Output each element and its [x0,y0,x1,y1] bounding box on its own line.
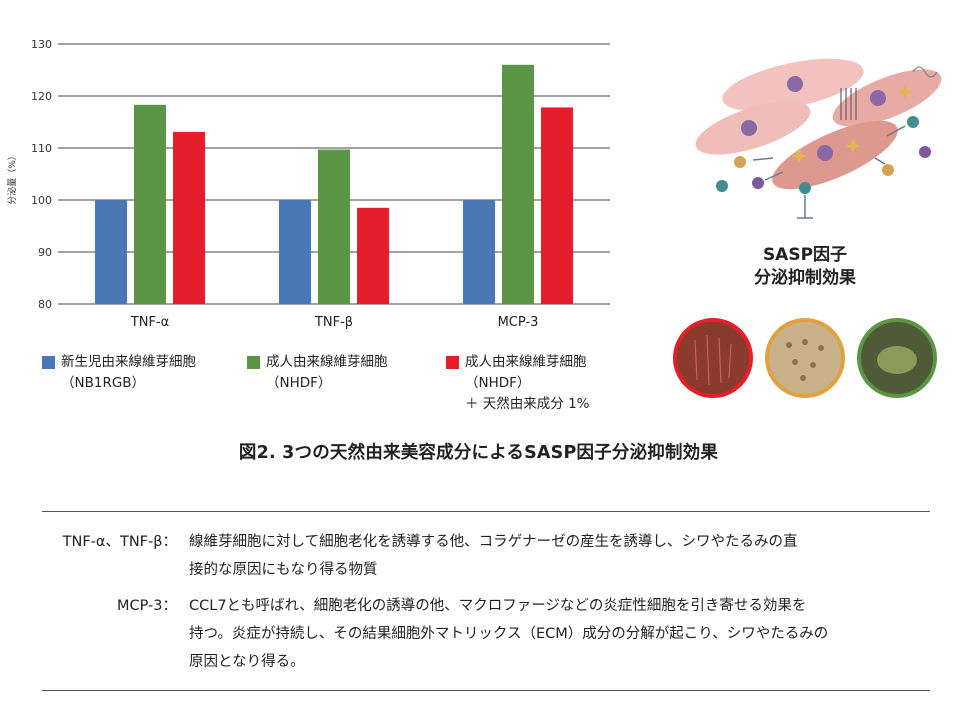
definition-line: 接的な原因にもなり得る物質 [189,562,378,578]
legend-label-sub: （NHDF） [266,375,332,391]
bar-0-2 [173,131,205,304]
definition-line: 持つ。炎症が持続し、その結果細胞外マトリックス（ECM）成分の分解が起こり、シワ… [189,626,829,642]
figure-caption: 図2. 3つの天然由来美容成分によるSASP因子分泌抑制効果 [238,443,719,463]
sasp-label-line2: 分泌抑制効果 [754,268,856,288]
y-axis-ticks: 80 90 100 110 120 130 [31,38,52,311]
legend-swatch-red [446,356,459,369]
y-tick-label: 120 [31,90,52,103]
definition-text: CCL7とも呼ばれ、細胞老化の誘導の他、マクロファージなどの炎症性細胞を引き寄せ… [189,592,934,676]
legend-label: 成人由来線維芽細胞 [465,354,587,370]
sasp-label-line1: SASP因子 [762,245,848,265]
red-plant-icon [673,318,753,398]
bars [95,64,573,304]
bar-0-1 [134,104,166,304]
bar-1-1 [318,149,350,304]
legend-swatch-blue [42,356,55,369]
legend-item-nhdf-treated: 成人由来線維芽細胞 （NHDF） ＋ 天然由来成分 1% [446,352,590,415]
bar-chart: 80 90 100 110 120 130 TNF-α TNF-β MCP-3 分泌量（%） [6,38,610,330]
y-tick-label: 110 [31,142,52,155]
bottom-divider [42,690,930,691]
bar-2-0 [463,200,495,304]
definition-term: MCP-3： [116,598,177,614]
bar-0-0 [95,200,127,304]
seeds-icon [765,318,845,398]
bar-2-1 [502,64,534,304]
legend-label: 成人由来線維芽細胞 [266,354,388,370]
definition-line: CCL7とも呼ばれ、細胞老化の誘導の他、マクロファージなどの炎症性細胞を引き寄せ… [189,598,807,614]
definition-term: TNF-α、TNF-β： [62,534,177,550]
y-tick-label: 80 [38,298,52,311]
senescent-cells-illustration [673,58,942,398]
bar-1-2 [357,207,389,304]
top-divider [42,511,930,512]
bar-1-0 [279,200,311,304]
y-axis-label: 分泌量（%） [6,151,18,205]
definition-line: 原因となり得る。 [189,654,305,670]
legend-item-nb1rgb: 新生児由来線維芽細胞 （NB1RGB） [42,352,196,394]
legend-item-nhdf: 成人由来線維芽細胞 （NHDF） [247,352,388,394]
x-category-label: MCP-3 [498,315,539,330]
y-tick-label: 90 [38,246,52,259]
x-category-label: TNF-β [314,315,353,330]
legend-swatch-green [247,356,260,369]
x-category-label: TNF-α [130,315,169,330]
sasp-label: SASP因子 分泌抑制効果 [690,244,920,290]
y-tick-label: 130 [31,38,52,51]
legend-label-extra: ＋ 天然由来成分 1% [465,396,590,412]
legend-label-sub: （NB1RGB） [61,375,146,391]
bar-2-2 [541,107,573,304]
legend-label: 新生児由来線維芽細胞 [61,354,196,370]
definition-text: 線維芽細胞に対して細胞老化を誘導する他、コラゲナーゼの産生を誘導し、シワやたるみ… [189,528,934,584]
definition-line: 線維芽細胞に対して細胞老化を誘導する他、コラゲナーゼの産生を誘導し、シワやたるみ… [189,534,798,550]
y-tick-label: 100 [31,194,52,207]
herb-powder-icon [857,318,937,398]
legend-label-sub: （NHDF） [465,375,531,391]
x-axis-categories: TNF-α TNF-β MCP-3 [130,315,539,330]
